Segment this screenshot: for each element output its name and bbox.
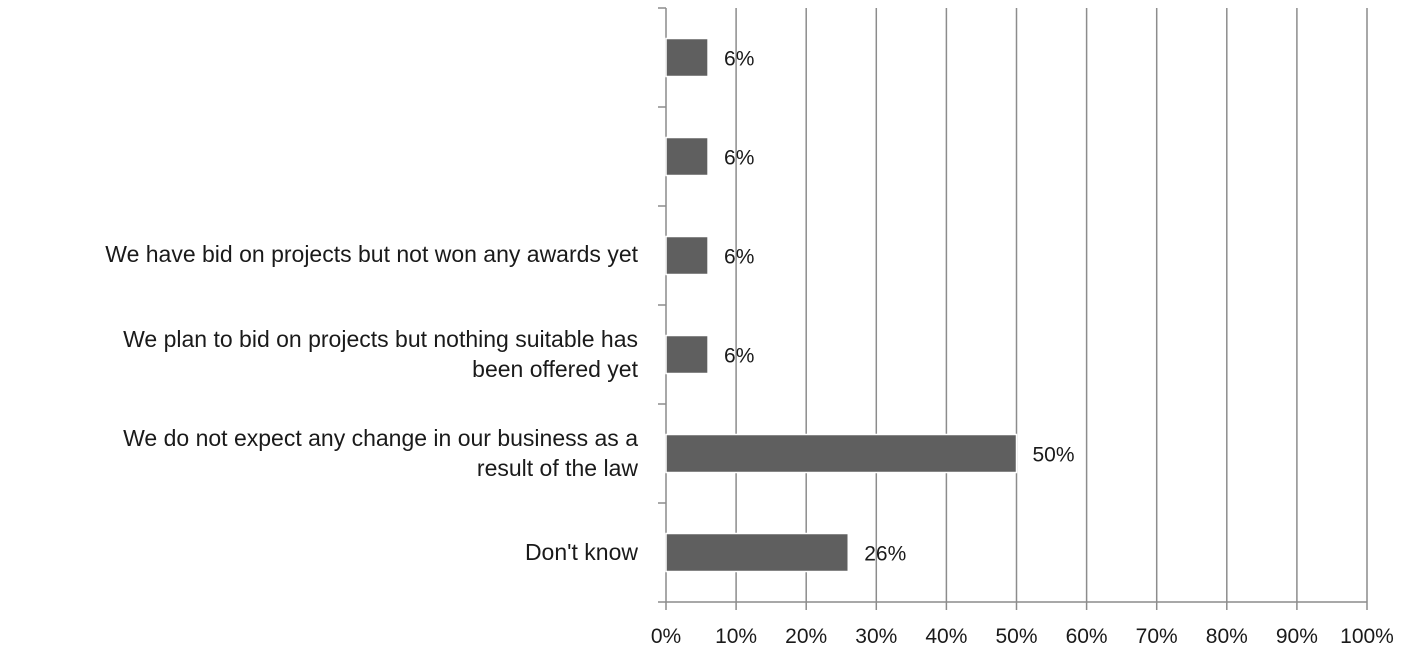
x-tick-label-7: 70% [1136, 625, 1178, 648]
data-label-5: 26% [864, 543, 906, 566]
category-label-4: We do not expect any change in our busin… [0, 423, 638, 483]
x-tick-label-9: 90% [1276, 625, 1318, 648]
data-label-2: 6% [724, 246, 754, 269]
bar-2 [665, 235, 709, 276]
bar-4 [665, 433, 1018, 474]
category-label-4-line-1: We do not expect any change in our busin… [123, 425, 638, 451]
category-label-5-line-1: Don't know [524, 539, 638, 565]
bar-3 [665, 334, 709, 375]
data-label-3: 6% [724, 345, 754, 368]
x-tick-label-1: 10% [715, 625, 757, 648]
x-tick-label-3: 30% [855, 625, 897, 648]
data-label-4: 50% [1033, 444, 1075, 467]
category-label-3-line-2: been offered yet [472, 356, 638, 382]
category-label-2: We have bid on projects but not won any … [0, 239, 638, 269]
x-tick-label-2: 20% [785, 625, 827, 648]
x-tick-label-0: 0% [651, 625, 681, 648]
x-tick-label-5: 50% [995, 625, 1037, 648]
bar-5 [665, 532, 850, 573]
category-label-4-line-2: result of the law [476, 455, 638, 481]
bar-1 [665, 136, 709, 177]
category-label-2-line-1: We have bid on projects but not won any … [105, 241, 638, 267]
data-label-0: 6% [724, 48, 754, 71]
category-label-5: Don't know [0, 537, 638, 567]
x-tick-label-10: 100% [1340, 625, 1394, 648]
x-tick-label-8: 80% [1206, 625, 1248, 648]
category-label-3: We plan to bid on projects but nothing s… [0, 324, 638, 384]
category-label-3-line-1: We plan to bid on projects but nothing s… [123, 326, 638, 352]
bar-0 [665, 37, 709, 78]
data-label-1: 6% [724, 147, 754, 170]
x-tick-label-4: 40% [925, 625, 967, 648]
x-tick-label-6: 60% [1066, 625, 1108, 648]
